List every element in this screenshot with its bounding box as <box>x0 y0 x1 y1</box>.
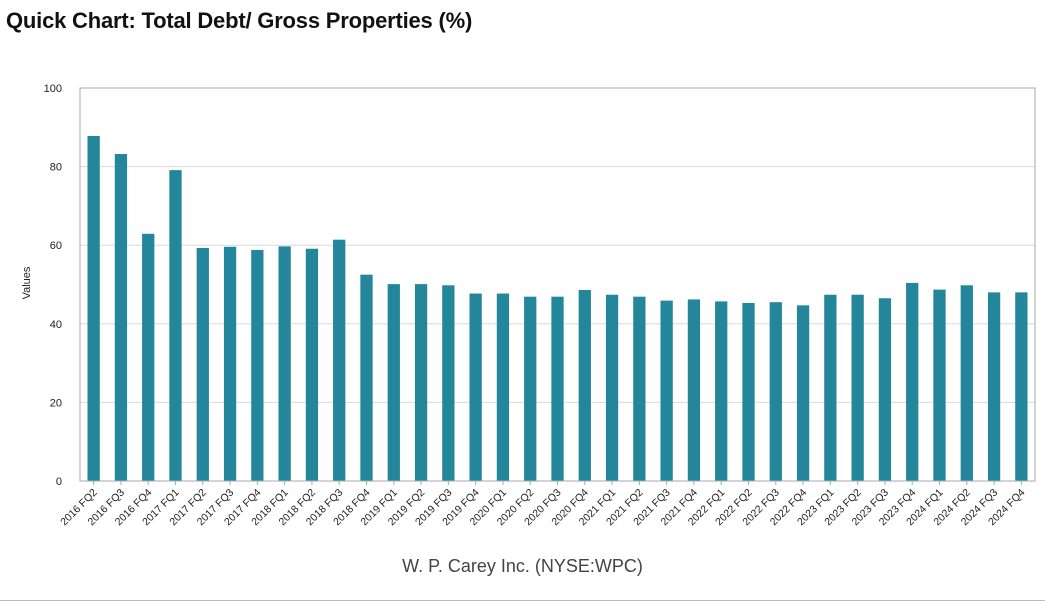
bar <box>769 302 782 481</box>
bar <box>578 290 591 481</box>
bar <box>742 302 755 481</box>
bar <box>223 246 237 481</box>
y-tick-label: 100 <box>44 83 62 95</box>
bar <box>414 284 428 481</box>
bar <box>142 233 155 481</box>
bar <box>196 247 209 481</box>
bar <box>851 294 864 481</box>
divider <box>0 600 1045 601</box>
bar <box>715 301 728 481</box>
y-tick-label: 80 <box>50 162 62 174</box>
bar <box>605 294 619 481</box>
bar <box>796 305 810 481</box>
chart-title: Quick Chart: Total Debt/ Gross Propertie… <box>6 8 473 33</box>
bar <box>906 282 919 481</box>
bar <box>496 293 510 481</box>
bar <box>933 289 946 481</box>
bar <box>551 296 564 481</box>
bar <box>169 170 182 481</box>
bar <box>114 154 128 481</box>
bar <box>387 284 400 481</box>
bar <box>824 294 837 481</box>
bar <box>87 135 100 481</box>
bar <box>278 246 291 481</box>
bar <box>633 296 646 481</box>
bar <box>960 285 973 481</box>
bar <box>305 248 319 481</box>
y-tick-label: 40 <box>50 319 62 331</box>
bar <box>987 292 1001 481</box>
company-name: W. P. Carey Inc. (NYSE:WPC) <box>402 556 643 576</box>
y-tick-label: 20 <box>50 397 62 409</box>
bar <box>360 274 373 481</box>
y-axis-title: Values <box>21 266 33 299</box>
y-tick-label: 0 <box>56 476 62 488</box>
axes <box>79 87 1036 485</box>
bar <box>1015 292 1028 481</box>
bar <box>333 239 346 481</box>
bar <box>469 293 482 481</box>
bar-series <box>87 135 1028 481</box>
bar <box>878 298 892 481</box>
bar <box>524 296 537 481</box>
bar <box>442 285 455 481</box>
bar <box>687 299 701 481</box>
y-tick-label: 60 <box>50 240 62 252</box>
y-tick-labels: 0 20 40 60 80 100 <box>44 83 62 488</box>
bar <box>660 300 673 481</box>
bar <box>251 249 264 481</box>
